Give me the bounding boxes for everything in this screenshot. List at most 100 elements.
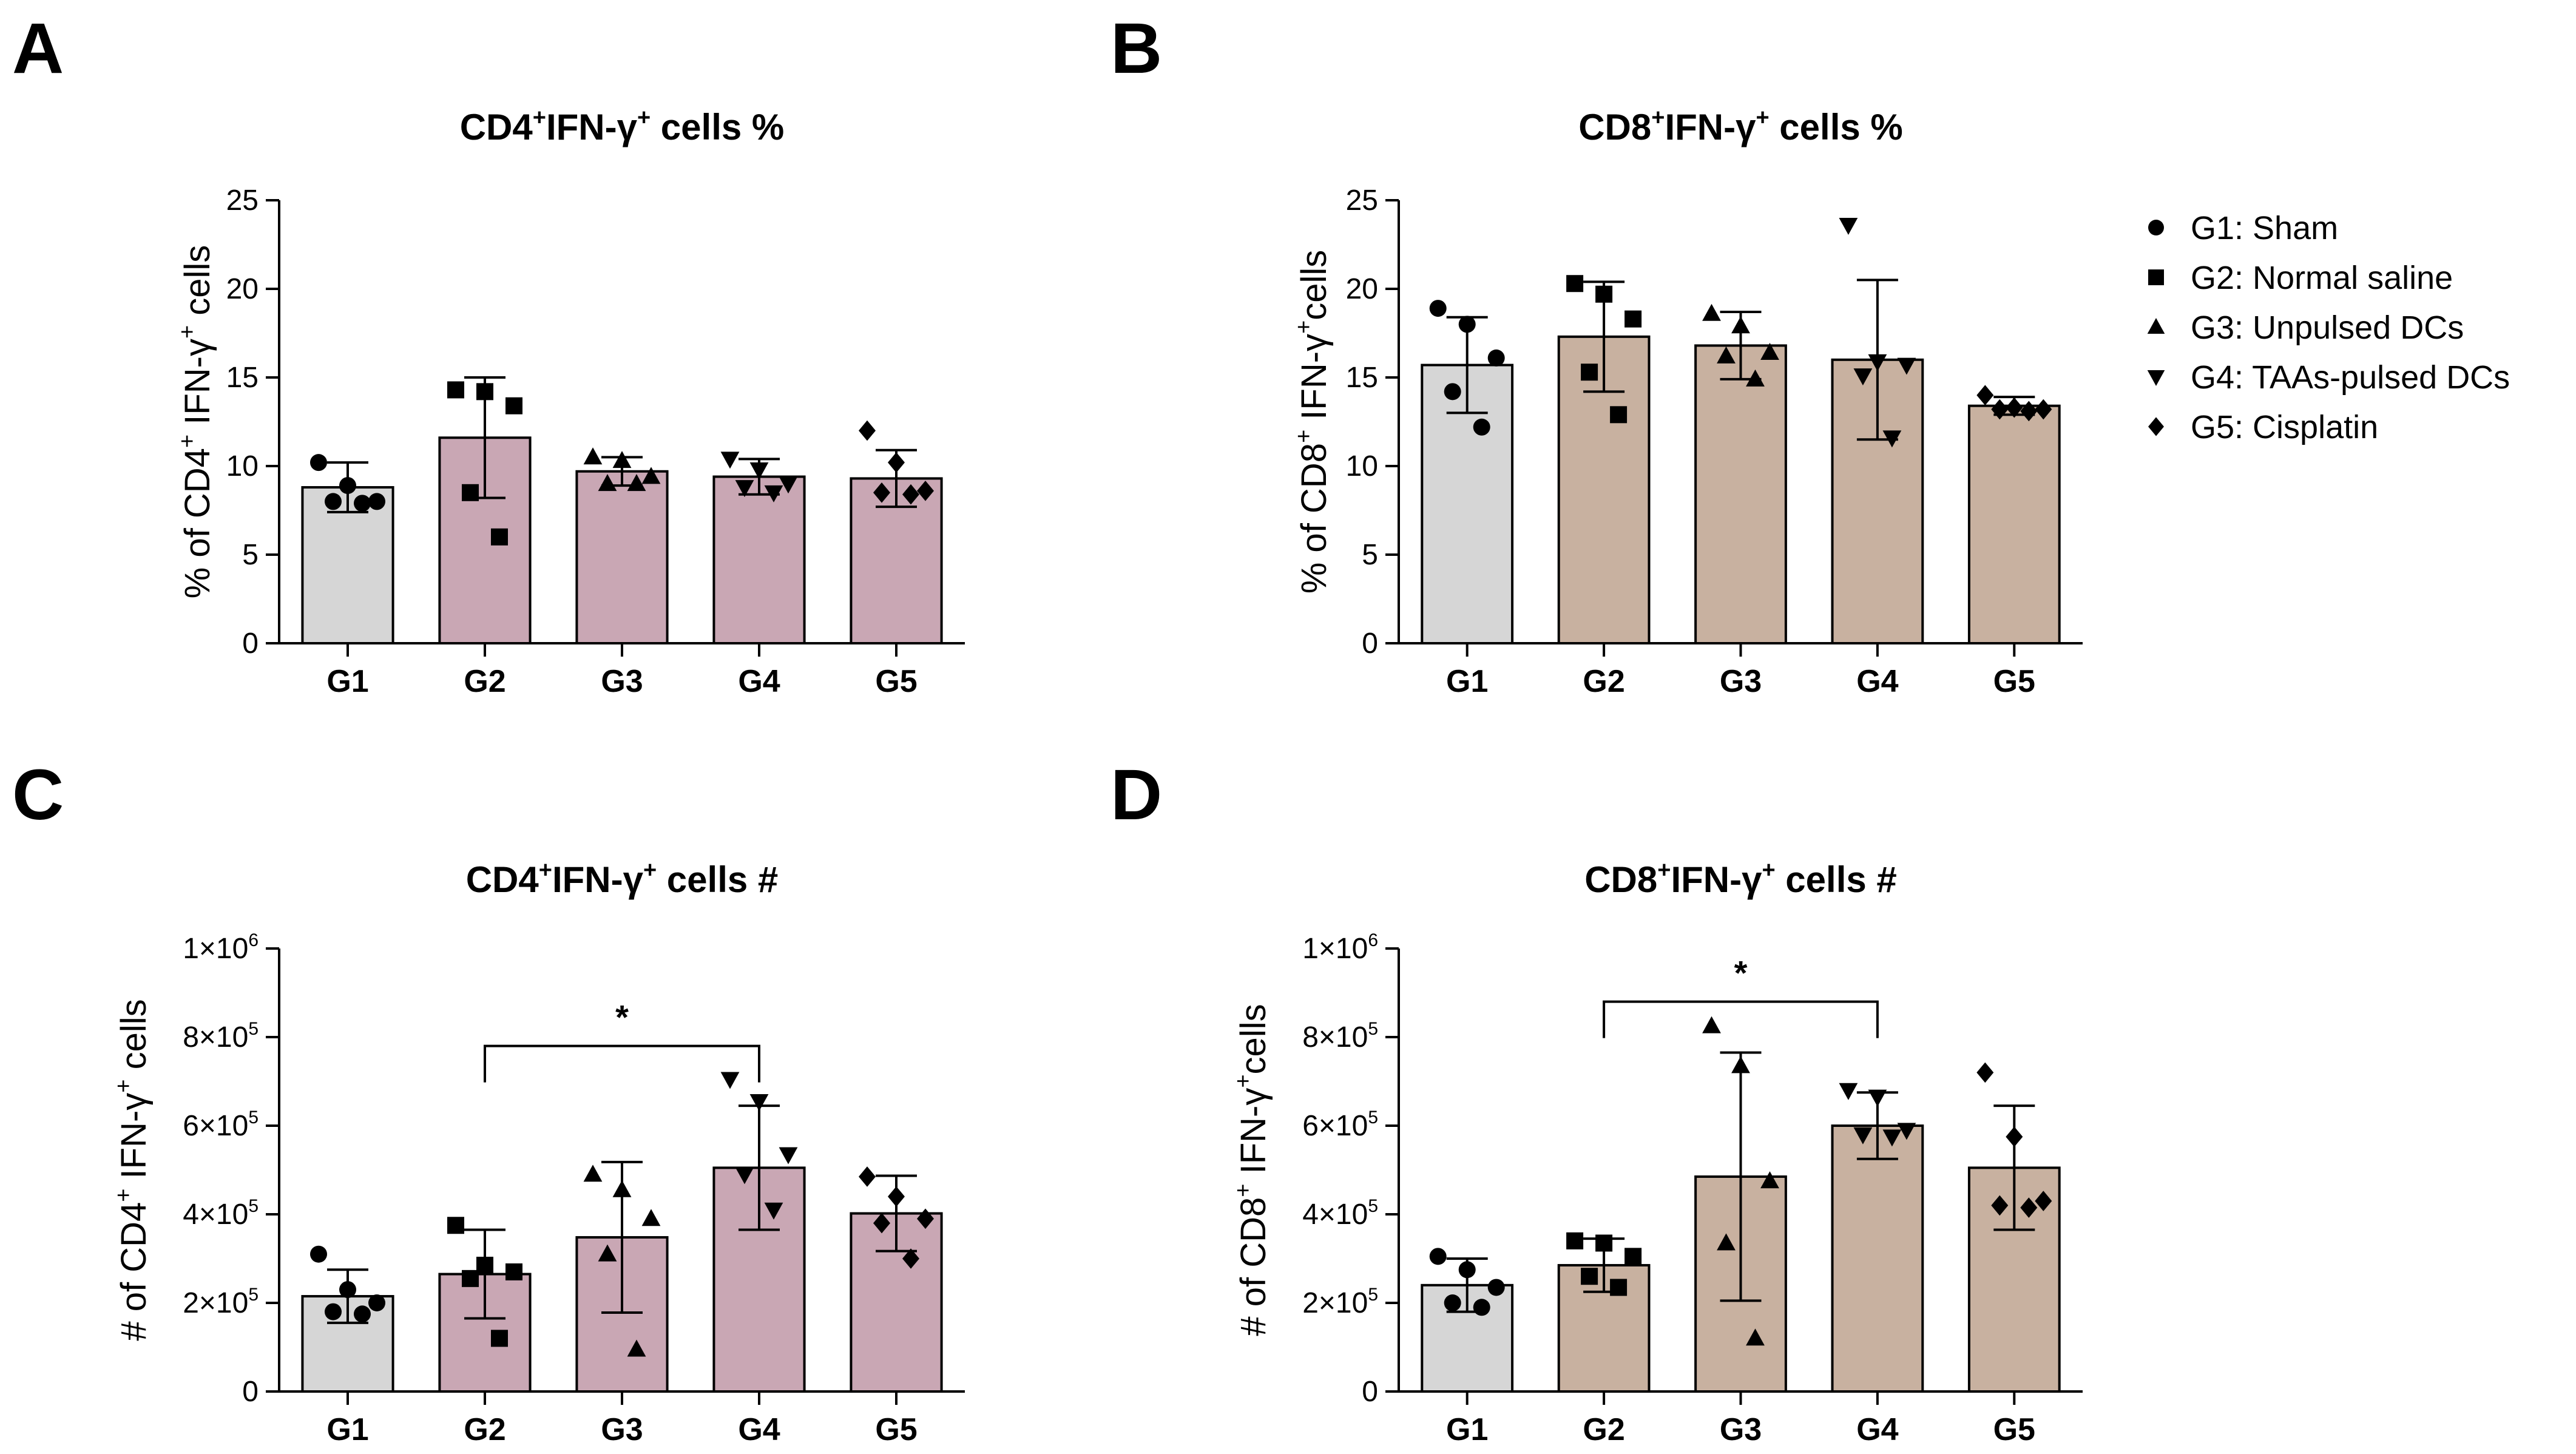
data-point-g1 <box>1473 418 1490 436</box>
legend-label: G1: Sham <box>2191 210 2338 246</box>
data-point-g5 <box>873 482 890 503</box>
data-point-g4 <box>1882 1129 1902 1147</box>
data-point-g5 <box>873 1212 890 1234</box>
data-point-g4 <box>1853 1127 1873 1145</box>
data-point-g3 <box>641 467 661 484</box>
data-point-g1 <box>1444 383 1461 401</box>
legend-item: G1: Sham <box>2148 210 2338 246</box>
data-point-g1 <box>354 1305 371 1323</box>
legend-marker-diamond <box>2148 417 2164 436</box>
x-tick-label: G1 <box>1446 1412 1488 1447</box>
data-point-g1 <box>1429 300 1447 317</box>
legend-item: G4: TAAs-pulsed DCs <box>2147 359 2510 396</box>
y-tick-label: 0 <box>242 627 259 660</box>
data-point-g4 <box>1868 1089 1887 1107</box>
data-point-g1 <box>310 1245 327 1263</box>
legend-label: G4: TAAs-pulsed DCs <box>2191 359 2510 396</box>
bar-g3 <box>1694 344 1787 644</box>
x-tick-label: G2 <box>464 1412 505 1447</box>
data-point-g1 <box>1487 349 1505 367</box>
panel-a: A CD4+IFN-γ+ cells % % of CD4+ IFN-γ+ cell… <box>12 8 965 699</box>
x-tick-label: G5 <box>875 664 917 699</box>
data-point-g2 <box>1566 275 1584 292</box>
data-point-g2 <box>505 397 522 414</box>
y-tick-label: 1×106 <box>1302 930 1378 965</box>
y-tick-label: 5 <box>242 539 259 571</box>
data-point-g4 <box>764 1202 783 1220</box>
data-point-g1 <box>325 1303 342 1320</box>
x-tick-label: G3 <box>1720 664 1762 699</box>
x-tick-label: G1 <box>326 664 368 699</box>
data-point-g4 <box>1897 1123 1916 1140</box>
data-point-g5 <box>2006 397 2023 418</box>
data-point-g3 <box>1760 343 1779 360</box>
data-point-g1 <box>339 477 356 495</box>
data-point-g1 <box>310 454 327 472</box>
data-point-g2 <box>491 528 508 546</box>
data-point-g5 <box>902 1248 919 1269</box>
x-tick-label: G2 <box>1583 1412 1624 1447</box>
data-point-g5 <box>888 452 905 473</box>
data-point-g4 <box>720 1072 740 1089</box>
data-point-g2 <box>447 1217 464 1234</box>
y-tick-label: 10 <box>226 450 259 482</box>
x-tick-label: G3 <box>1720 1412 1762 1447</box>
y-tick-label: 4×105 <box>1302 1196 1378 1231</box>
chart-title: CD4+IFN-γ+ cells % <box>460 105 785 147</box>
data-point-g3 <box>1717 346 1736 364</box>
data-point-g2 <box>1595 1234 1613 1252</box>
data-point-g2 <box>1566 1232 1584 1249</box>
legend-marker-circle <box>2148 220 2164 235</box>
y-axis-label: % of CD4+ IFN-γ+ cells <box>175 245 217 599</box>
data-point-g3 <box>641 1209 661 1226</box>
data-point-g1 <box>1429 1248 1447 1265</box>
legend-item: G3: Unpulsed DCs <box>2147 309 2464 346</box>
data-point-g4 <box>1882 430 1902 448</box>
data-point-g5 <box>917 481 934 501</box>
panel-b: B CD8+IFN-γ+ cells % % of CD8+ IFN-γ+cells… <box>1111 8 2083 699</box>
data-point-g2 <box>476 383 493 401</box>
data-point-g5 <box>2035 399 2052 420</box>
data-point-g5 <box>1991 1195 2009 1216</box>
data-point-g5 <box>2020 401 2038 422</box>
legend: G1: Sham G2: Normal saline G3: Unpulsed DC… <box>2147 210 2510 445</box>
legend-label: G3: Unpulsed DCs <box>2191 309 2464 346</box>
data-point-g5 <box>902 484 919 505</box>
error-bar-g2 <box>464 1228 505 1320</box>
legend-marker-triangle-down <box>2147 370 2165 386</box>
y-tick-label: 0 <box>1362 627 1378 660</box>
y-tick-label: 6×105 <box>1302 1107 1378 1142</box>
panel-letter: A <box>12 8 64 89</box>
y-tick-label: 20 <box>1346 273 1378 305</box>
y-tick-label: 15 <box>226 362 259 394</box>
data-point-g5 <box>2020 1197 2038 1218</box>
data-point-g1 <box>368 493 385 510</box>
y-tick-label: 8×105 <box>183 1019 259 1053</box>
data-point-g1 <box>368 1294 385 1311</box>
x-tick-label: G1 <box>1446 664 1488 699</box>
data-point-g5 <box>859 1166 876 1187</box>
significance-bracket: * <box>484 998 760 1083</box>
data-point-g3 <box>1746 1328 1765 1346</box>
y-tick-label: 10 <box>1346 450 1378 482</box>
data-point-g3 <box>612 1180 632 1197</box>
data-point-g3 <box>583 447 603 465</box>
chart-title: CD8+IFN-γ+ cells % <box>1578 105 1903 147</box>
data-point-g4 <box>779 476 798 494</box>
x-tick-label: G3 <box>601 1412 643 1447</box>
data-point-g3 <box>1702 303 1721 321</box>
panel-letter: D <box>1111 755 1162 835</box>
y-axis-label: # of CD8+ IFN-γ+cells <box>1231 1004 1273 1336</box>
data-point-g3 <box>583 1165 603 1182</box>
x-tick-label: G4 <box>1856 664 1898 699</box>
y-tick-label: 5 <box>1362 539 1378 571</box>
chart-title: CD4+IFN-γ+ cells # <box>466 857 779 900</box>
x-tick-label: G3 <box>601 664 643 699</box>
y-tick-label: 1×106 <box>183 930 259 965</box>
legend-item: G2: Normal saline <box>2148 260 2453 296</box>
bar-g3 <box>575 470 669 644</box>
data-point-g4 <box>749 462 769 479</box>
data-point-g3 <box>1760 1171 1779 1189</box>
y-tick-label: 2×105 <box>1302 1285 1378 1319</box>
data-point-g1 <box>354 495 371 512</box>
